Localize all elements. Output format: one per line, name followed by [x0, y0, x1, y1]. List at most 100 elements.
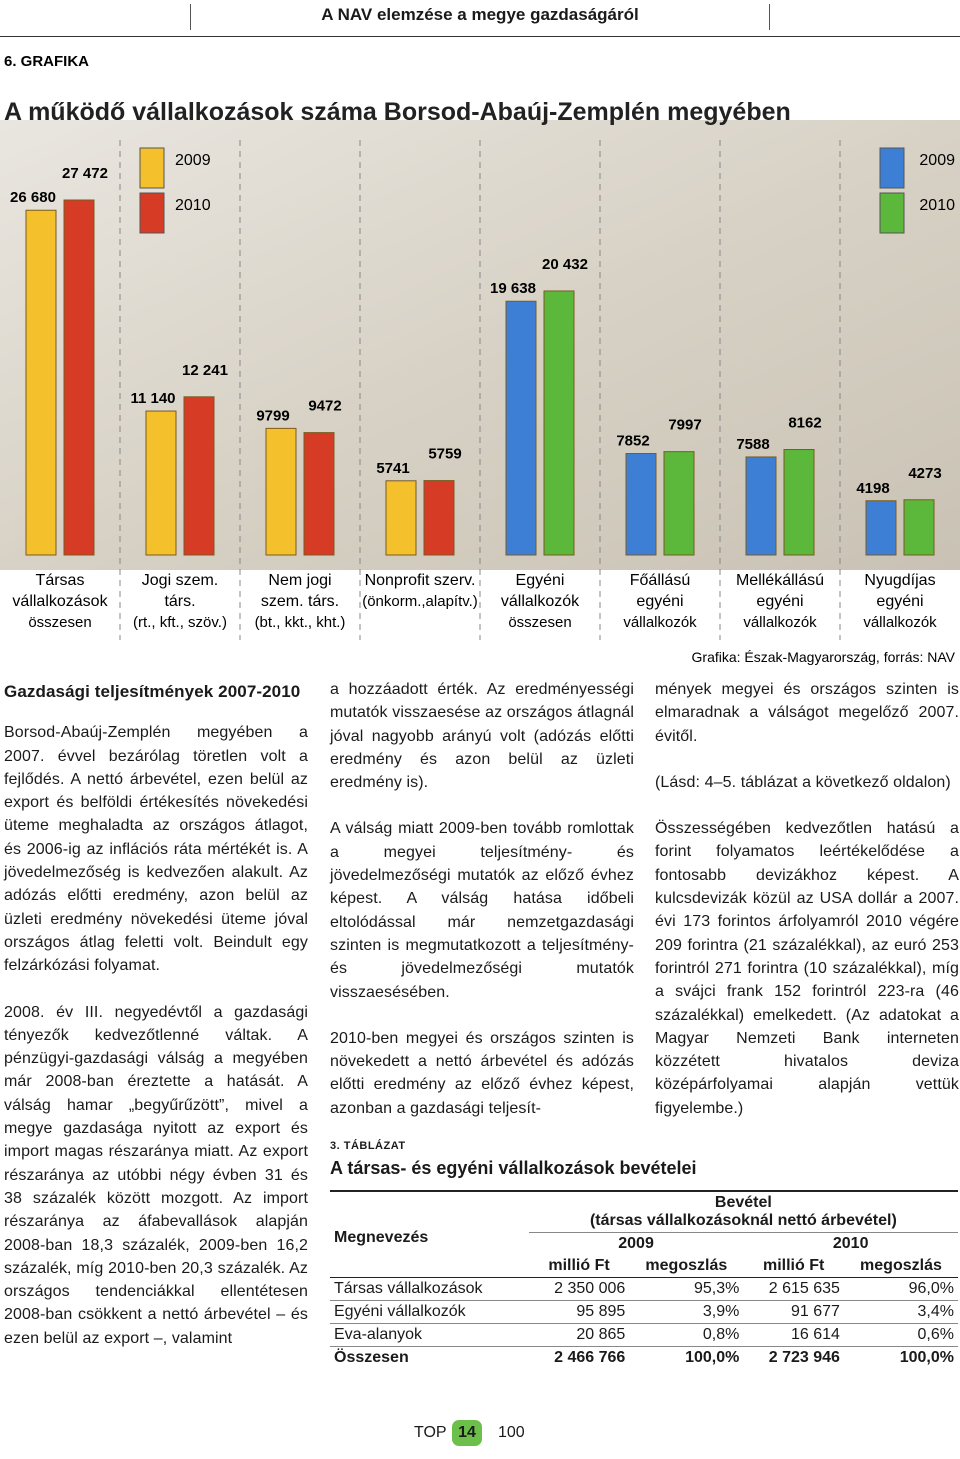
- year-header: 2010: [743, 1232, 958, 1255]
- category-label: (rt., kft., szöv.): [133, 614, 227, 631]
- table-title: A társas- és egyéni vállalkozások bevéte…: [330, 1158, 697, 1178]
- bar: [63, 199, 95, 556]
- category-label: vállalkozók: [743, 614, 817, 631]
- category-label: Jogi szem.: [142, 572, 218, 589]
- row-label: Összesen: [334, 1349, 409, 1366]
- category-label: összesen: [508, 614, 571, 631]
- bar: [783, 449, 815, 556]
- value-label: 4198: [856, 480, 889, 497]
- category-label: Társas: [36, 572, 85, 589]
- value-label: 7588: [736, 436, 769, 453]
- legend-label: 2009: [175, 152, 211, 169]
- category-label: Nonprofit szerv.: [365, 572, 476, 589]
- category-label: egyéni: [756, 593, 803, 610]
- sub-header: millió Ft: [762, 1257, 825, 1274]
- legend-swatch: [139, 147, 165, 189]
- paragraph: A válság miatt 2009-ben tovább romlottak…: [330, 820, 634, 1001]
- category-label: Nem jogi: [268, 572, 331, 589]
- table-cell: 96,0%: [843, 1277, 958, 1301]
- table-cell: 0,6%: [843, 1323, 958, 1347]
- bar: [423, 480, 455, 556]
- category-label: vállalkozók: [623, 614, 697, 631]
- category-label: Egyéni: [516, 572, 565, 589]
- table-cell: 100,0%: [899, 1349, 954, 1366]
- category-label: vállalkozók: [501, 593, 580, 610]
- category-label: társ.: [164, 593, 195, 610]
- value-label: 12 241: [182, 362, 228, 379]
- paragraph: 2010-ben megyei és országos szinten is n…: [330, 1029, 634, 1117]
- paragraph: Borsod-Abaúj-Zemplén megyében a 2007. év…: [4, 724, 308, 975]
- table-cell: 16 614: [743, 1323, 844, 1347]
- value-label: 4273: [908, 465, 941, 482]
- column-heading: Gazdasági teljesítmények 2007-2010: [4, 682, 301, 701]
- table-row: Egyéni vállalkozók 95 895 3,9% 91 677 3,4%: [330, 1300, 958, 1324]
- table-cell: 0,8%: [629, 1323, 744, 1347]
- footer-left: TOP: [414, 1424, 447, 1441]
- bar: [543, 290, 575, 556]
- sub-header: millió Ft: [548, 1257, 610, 1274]
- paragraph: (Lásd: 4–5. táblázat a következő oldalon…: [655, 773, 951, 791]
- chart-label: 6. GRAFIKA: [4, 53, 89, 70]
- bar: [385, 480, 417, 556]
- table-cell: 20 865: [528, 1323, 630, 1347]
- legend-label: 2010: [175, 197, 211, 214]
- row-label: Eva-alanyok: [330, 1323, 529, 1347]
- page-number: 14: [452, 1420, 482, 1446]
- bar: [145, 410, 177, 556]
- legend-label: 2010: [919, 197, 955, 214]
- table-cell: 95 895: [528, 1300, 630, 1324]
- table-cell: 2 350 006: [528, 1277, 630, 1301]
- category-label: Főállású: [630, 572, 690, 589]
- table-label: 3. Táblázat: [330, 1140, 406, 1152]
- bar: [903, 499, 935, 556]
- running-header: A NAV elemzése a megye gazdaságáról: [0, 0, 960, 37]
- value-label: 20 432: [542, 256, 588, 273]
- footer-right: 100: [498, 1424, 525, 1441]
- value-label: 5741: [376, 460, 409, 477]
- value-label: 11 140: [130, 390, 175, 407]
- table-cell: 91 677: [743, 1300, 844, 1324]
- value-label: 7852: [616, 433, 649, 450]
- header-line: (társas vállalkozásoknál nettó árbevétel…: [589, 1212, 897, 1229]
- bar: [505, 300, 537, 556]
- category-label: vállalkozók: [863, 614, 937, 631]
- legend-swatch: [139, 192, 165, 234]
- table-cell: 3,4%: [843, 1300, 958, 1324]
- sub-header: megoszlás: [860, 1257, 942, 1274]
- value-label: 8162: [788, 415, 821, 432]
- category-label: egyéni: [876, 593, 923, 610]
- bar: [865, 500, 897, 556]
- text-column: a hozzáadott érték. Az eredményességi mu…: [330, 678, 634, 1143]
- table-header: Bevétel (társas vállalkozásoknál nettó ár…: [529, 1191, 958, 1233]
- value-label: 19 638: [490, 280, 536, 297]
- bar: [745, 456, 777, 556]
- paragraph: a hozzáadott érték. Az eredményességi mu…: [330, 681, 634, 792]
- value-label: 27 472: [62, 165, 108, 182]
- legend-swatch: [879, 147, 905, 189]
- chart: 6. GRAFIKA A működő vállalkozások száma …: [0, 53, 960, 665]
- category-label: Nyugdíjas: [864, 572, 935, 589]
- sub-header: megoszlás: [645, 1257, 728, 1274]
- paragraph: mények megyei és országos szinten is elm…: [655, 681, 959, 745]
- text-column: mények megyei és országos szinten is elm…: [655, 678, 959, 1143]
- paragraph: 2008. év III. negyedévtől a gazdasági té…: [4, 1003, 308, 1347]
- legend-label: 2009: [919, 152, 955, 169]
- table-cell: 2 723 946: [768, 1349, 840, 1366]
- data-table: Megnevezés Bevétel (társas vállalkozásokn…: [330, 1190, 958, 1369]
- table-cell: 2 466 766: [554, 1349, 626, 1366]
- category-label: egyéni: [636, 593, 683, 610]
- paragraph: Összességében kedvezőtlen hatású a forin…: [655, 820, 959, 1117]
- bar: [663, 451, 695, 556]
- chart-title: A működő vállalkozások száma Borsod-Abaú…: [4, 98, 791, 126]
- header-title: A NAV elemzése a megye gazdaságáról: [190, 4, 770, 30]
- row-label: Társas vállalkozások: [330, 1277, 529, 1301]
- category-label: (bt., kkt., kht.): [255, 614, 346, 631]
- value-label: 26 680: [10, 189, 56, 206]
- category-label: Mellékállású: [736, 572, 824, 589]
- bar: [183, 396, 215, 556]
- category-label: (önkorm.,alapítv.): [362, 593, 478, 610]
- row-label: Egyéni vállalkozók: [330, 1300, 529, 1324]
- table-row: Társas vállalkozások 2 350 006 95,3% 2 615 …: [330, 1277, 958, 1301]
- legend-swatch: [879, 192, 905, 234]
